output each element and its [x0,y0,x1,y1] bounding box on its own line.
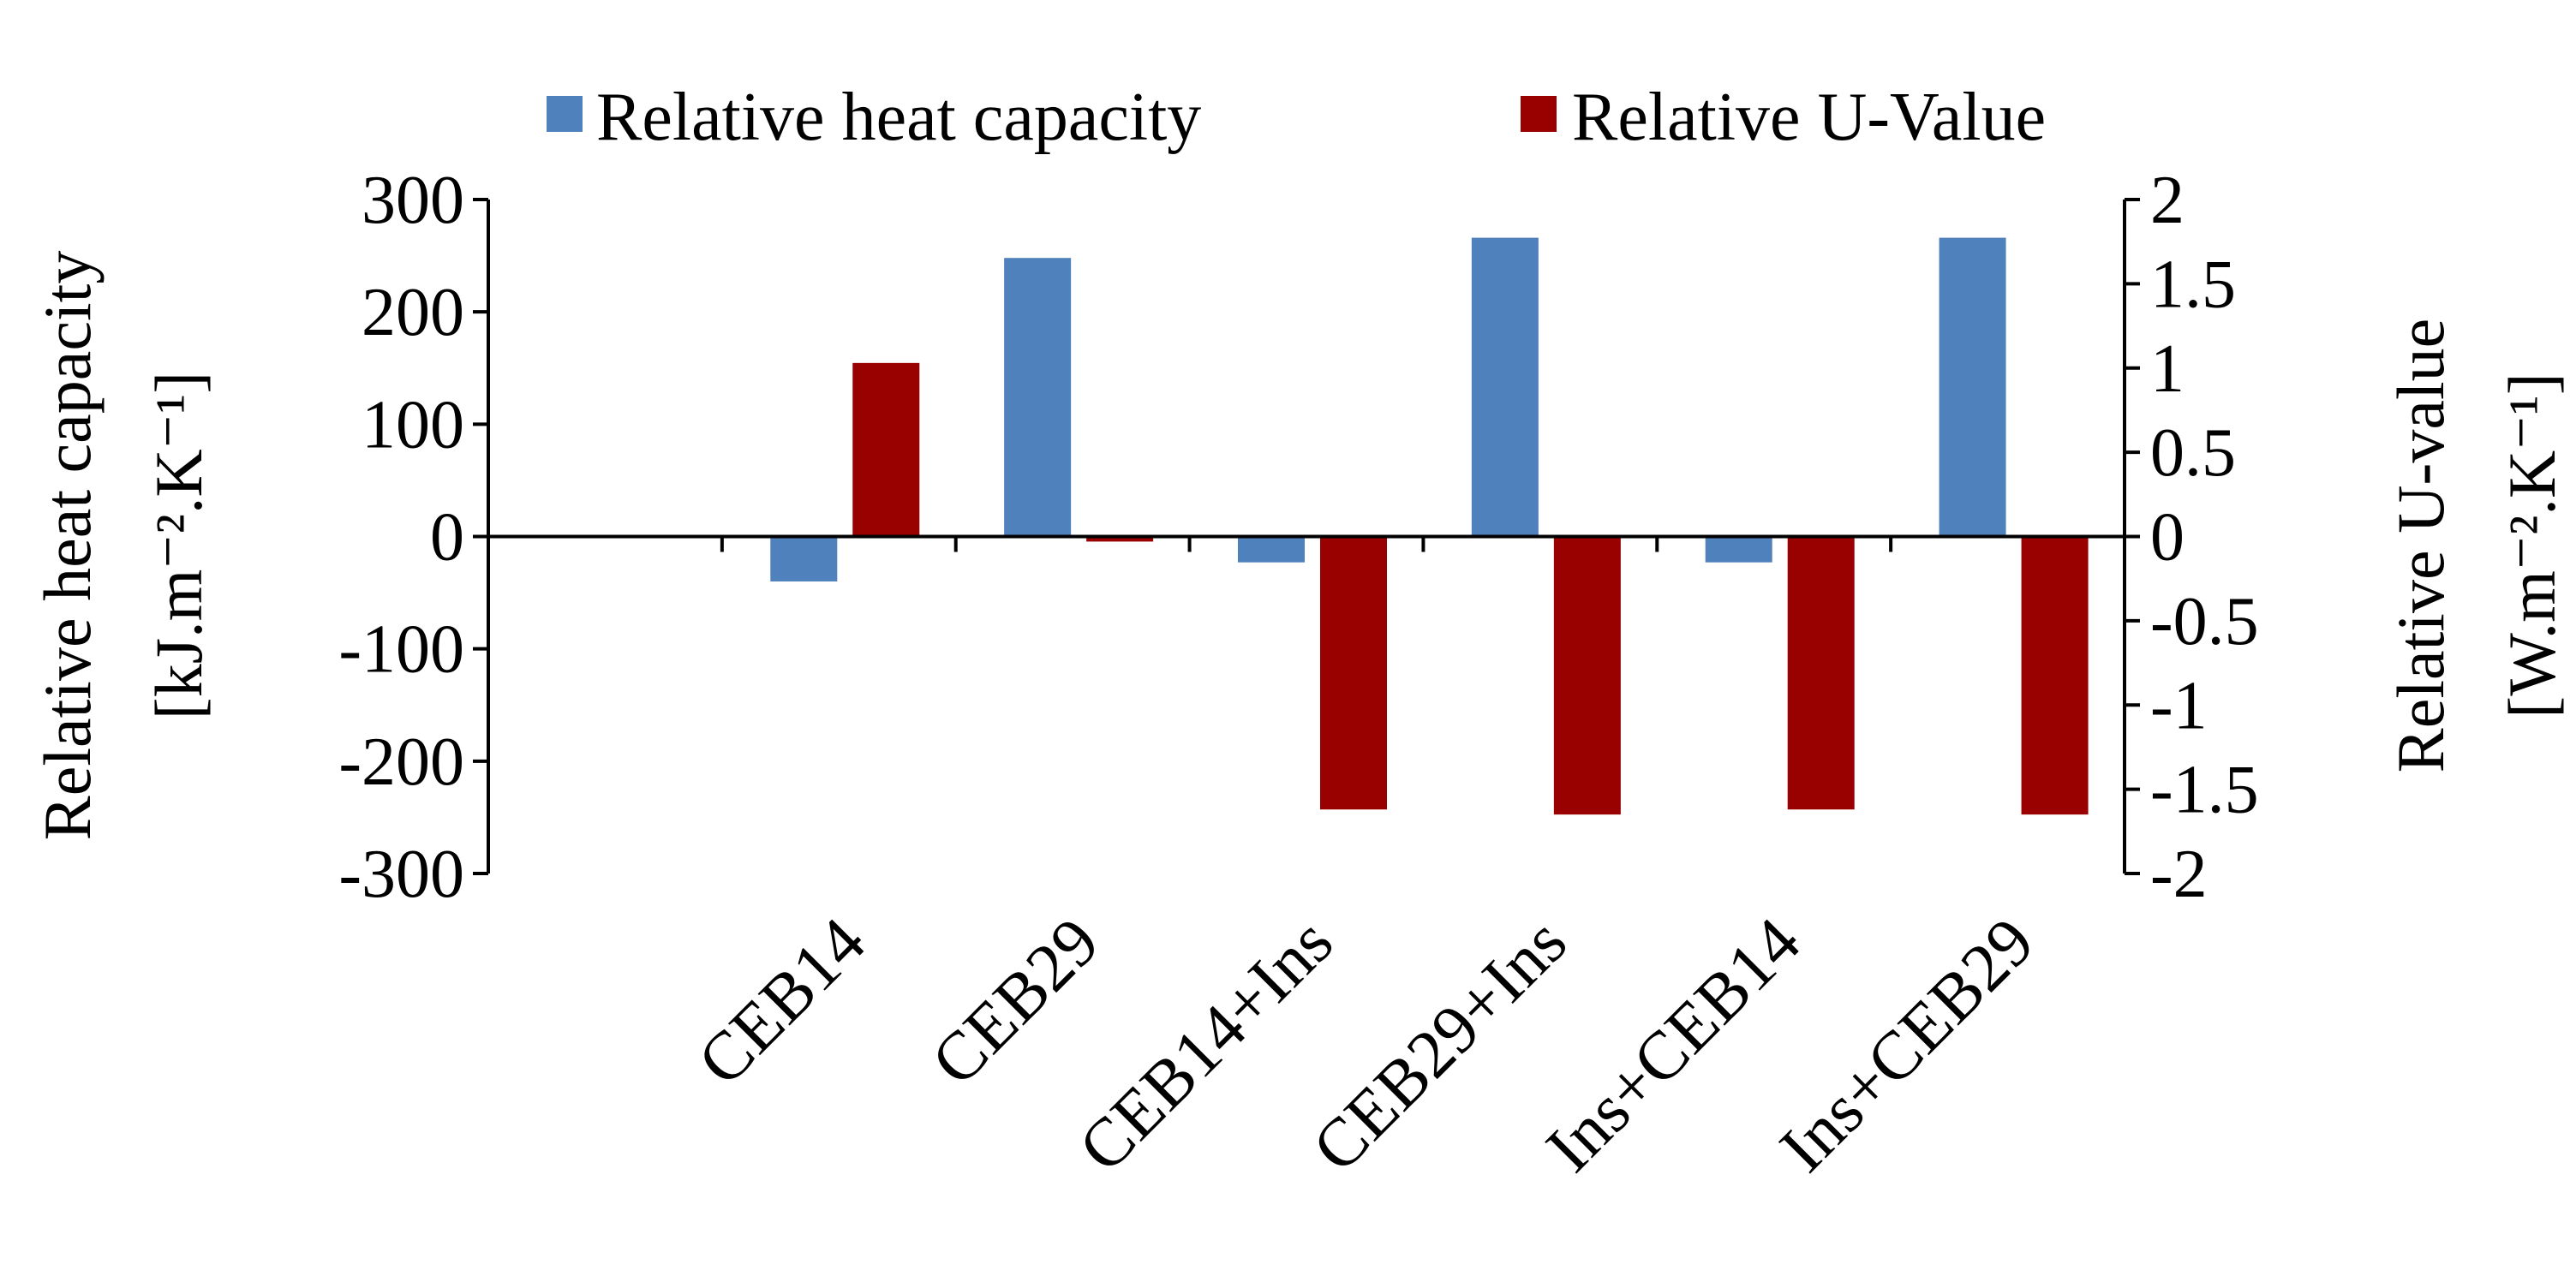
bar-heat-capacity-2 [1004,258,1072,537]
right-tick-label: 1.5 [2150,247,2236,322]
bar-u-value-1 [852,362,920,537]
right-tick-label: 0.5 [2150,415,2236,491]
legend-swatch-u-value [1521,96,1557,132]
legend: Relative heat capacity Relative U-Value [547,80,2046,155]
category-label: CEB29+Ins [1299,904,1581,1187]
bar-heat-capacity-4 [1471,237,1539,537]
right-axis-title-line1: Relative U-value [2383,319,2458,773]
bar-heat-capacity-5 [1705,536,1772,563]
bar-heat-capacity-3 [1238,536,1305,563]
legend-label-u-value: Relative U-Value [1572,80,2046,155]
left-tick-label: -200 [338,724,464,800]
left-tick-label: 0 [430,500,464,575]
left-tick-label: 200 [362,275,464,350]
legend-swatch-heat-capacity [547,96,583,132]
right-tick-label: 1 [2150,331,2185,407]
legend-label-heat-capacity: Relative heat capacity [596,80,1201,155]
left-tick-label: 300 [362,163,464,238]
category-label: CEB14 [684,904,880,1100]
bar-u-value-2 [1086,536,1154,542]
left-axis-title-line1: Relative heat capacity [30,251,105,841]
left-axis-title: Relative heat capacity [kJ.m⁻².K⁻¹] [30,251,216,841]
right-axis-title-line2: [W.m⁻².K⁻¹] [2495,373,2569,718]
bar-u-value-6 [2021,536,2089,815]
right-tick-label: -1.5 [2150,753,2259,828]
category-label: CEB29 [917,904,1114,1100]
bar-u-value-4 [1553,536,1621,815]
right-axis-title: Relative U-value [W.m⁻².K⁻¹] [2383,319,2569,773]
category-label: Ins+CEB14 [1533,904,1815,1187]
plot-area: -300 -200 -100 0 100 200 300 -2 -1.5 -1 -0.5 0 0.5 1 1… [338,163,2258,1186]
bar-u-value-3 [1320,536,1387,810]
right-tick-label: -2 [2150,837,2208,912]
left-axis-title-line2: [kJ.m⁻².K⁻¹] [141,372,216,719]
left-tick-label: 100 [362,387,464,462]
bar-heat-capacity-6 [1939,237,2006,537]
category-label: CEB14+Ins [1065,904,1348,1187]
bar-u-value-5 [1787,536,1855,810]
right-tick-label: 0 [2150,500,2185,575]
left-tick-label: -100 [338,612,464,688]
bar-heat-capacity-1 [770,536,838,581]
left-tick-label: -300 [338,837,464,912]
category-label: Ins+CEB29 [1766,904,2048,1187]
right-tick-label: -1 [2150,668,2208,743]
right-tick-label: -0.5 [2150,584,2259,659]
right-tick-label: 2 [2150,163,2185,238]
